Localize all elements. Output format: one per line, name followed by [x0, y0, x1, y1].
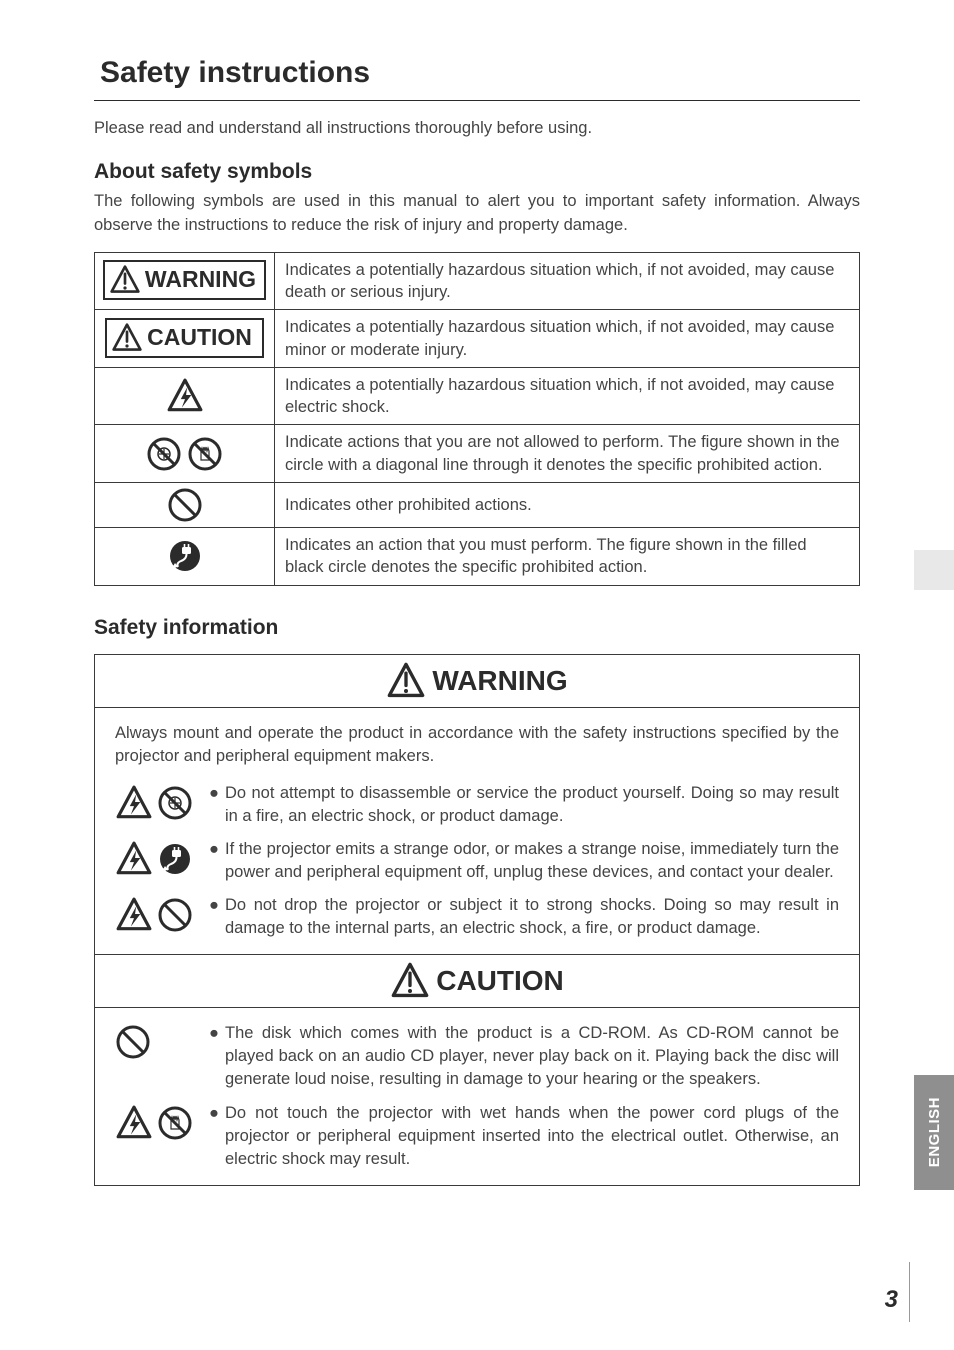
electric-shock-icon [115, 784, 153, 822]
other-prohibit-desc: Indicates other prohibited actions. [275, 482, 860, 527]
caution-bullet-2: Do not touch the projector with wet hand… [209, 1102, 839, 1171]
page-number: 3 [885, 1286, 898, 1314]
language-tab: ENGLISH [914, 1075, 954, 1190]
unplug-icon [167, 538, 203, 574]
warning-section-header: WARNING [95, 655, 859, 708]
page-rule [906, 1262, 910, 1322]
unplug-icon [157, 841, 193, 877]
about-text: The following symbols are used in this m… [94, 190, 860, 238]
no-wet-hands-icon [187, 436, 223, 472]
no-disassemble-icon [157, 785, 193, 821]
electric-shock-icon [115, 896, 153, 934]
caution-badge-label: CAUTION [147, 326, 252, 349]
warning-section: WARNING Always mount and operate the pro… [94, 654, 860, 956]
caution-section: CAUTION The disk which comes with the pr… [94, 955, 860, 1186]
warning-desc: Indicates a potentially hazardous situat… [275, 252, 860, 310]
prohibited-icon [115, 1024, 151, 1060]
warning-bullet-3: Do not drop the projector or subject it … [209, 894, 839, 940]
prohibited-icon [167, 487, 203, 523]
no-disassemble-icon [146, 436, 182, 472]
warning-section-title: WARNING [432, 665, 567, 697]
caution-bullet-1: The disk which comes with the product is… [209, 1022, 839, 1091]
warning-triangle-icon [390, 961, 430, 1001]
title-rule [94, 100, 860, 101]
safety-info-heading: Safety information [94, 616, 860, 640]
mustdo-desc: Indicates an action that you must perfor… [275, 527, 860, 585]
warning-badge: WARNING [103, 260, 266, 300]
shock-desc: Indicates a potentially hazardous situat… [275, 367, 860, 425]
intro-text: Please read and understand all instructi… [94, 119, 860, 138]
no-wet-hands-icon [157, 1105, 193, 1141]
electric-shock-icon [166, 377, 204, 415]
caution-badge: CAUTION [105, 318, 264, 358]
warning-triangle-icon [386, 661, 426, 701]
warning-bullet-1: Do not attempt to disassemble or service… [209, 782, 839, 828]
about-heading: About safety symbols [94, 160, 860, 184]
warning-badge-label: WARNING [145, 268, 256, 291]
warning-bullet-2: If the projector emits a strange odor, o… [209, 838, 839, 884]
language-tab-label: ENGLISH [926, 1097, 943, 1167]
electric-shock-icon [115, 840, 153, 878]
electric-shock-icon [115, 1104, 153, 1142]
page-title: Safety instructions [94, 56, 860, 90]
warning-triangle-icon [109, 264, 141, 296]
prohibited-icon [157, 897, 193, 933]
prohibit-desc: Indicate actions that you are not allowe… [275, 425, 860, 483]
caution-desc: Indicates a potentially hazardous situat… [275, 310, 860, 368]
warning-main-text: Always mount and operate the product in … [115, 722, 839, 768]
caution-section-title: CAUTION [436, 965, 564, 997]
warning-triangle-icon [111, 322, 143, 354]
symbols-table: WARNING Indicates a potentially hazardou… [94, 252, 860, 586]
side-gray-block [914, 550, 954, 590]
caution-section-header: CAUTION [95, 955, 859, 1008]
